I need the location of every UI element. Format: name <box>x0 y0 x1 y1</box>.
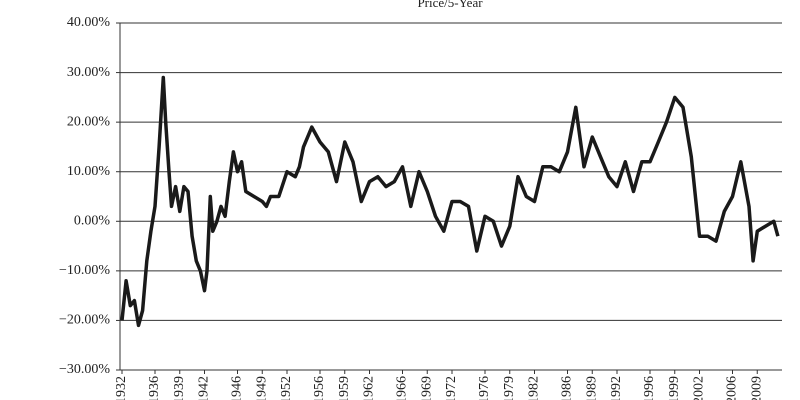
x-tick-label: 2002 <box>692 376 707 400</box>
x-tick-label: 1939 <box>172 376 187 400</box>
x-tick-label: 1962 <box>362 376 377 400</box>
x-tick-label: 1989 <box>584 376 599 400</box>
x-tick-label: 1952 <box>279 376 294 400</box>
x-tick-label: 1936 <box>147 376 162 400</box>
chart-title: Price/5-Year <box>417 0 483 10</box>
x-tick-label: 1949 <box>254 376 269 400</box>
x-tick-label: 2006 <box>725 376 740 400</box>
y-tick-label: 20.00% <box>67 114 111 129</box>
x-tick-label: 1956 <box>312 376 327 400</box>
x-tick-label: 1969 <box>419 376 434 400</box>
y-tick-label: −10.00% <box>59 263 110 278</box>
y-tick-label: −20.00% <box>59 313 110 328</box>
y-tick-label: 0.00% <box>74 214 111 229</box>
x-tick-label: 1976 <box>477 376 492 400</box>
x-tick-label: 1982 <box>527 376 542 400</box>
x-tick-label: 1972 <box>444 376 459 400</box>
line-series <box>120 75 780 328</box>
x-tick-label: 1979 <box>502 376 517 400</box>
y-tick-label: 40.00% <box>67 15 111 30</box>
y-tick-label: 30.00% <box>67 65 111 80</box>
x-tick-label: 2009 <box>749 376 764 400</box>
x-tick-label: 1992 <box>609 376 624 400</box>
x-tick-label: 1959 <box>337 376 352 400</box>
y-tick-label: 10.00% <box>67 164 111 179</box>
x-tick-label: 1996 <box>642 376 657 400</box>
x-tick-label: 1999 <box>667 376 682 400</box>
x-tick-label: 1946 <box>230 376 245 400</box>
x-tick-label: 1986 <box>560 376 575 400</box>
x-tick-label: 1932 <box>114 376 129 400</box>
x-tick-label: 1942 <box>197 376 212 400</box>
x-tick-label: 1966 <box>395 376 410 400</box>
y-tick-label: −30.00% <box>59 362 110 377</box>
